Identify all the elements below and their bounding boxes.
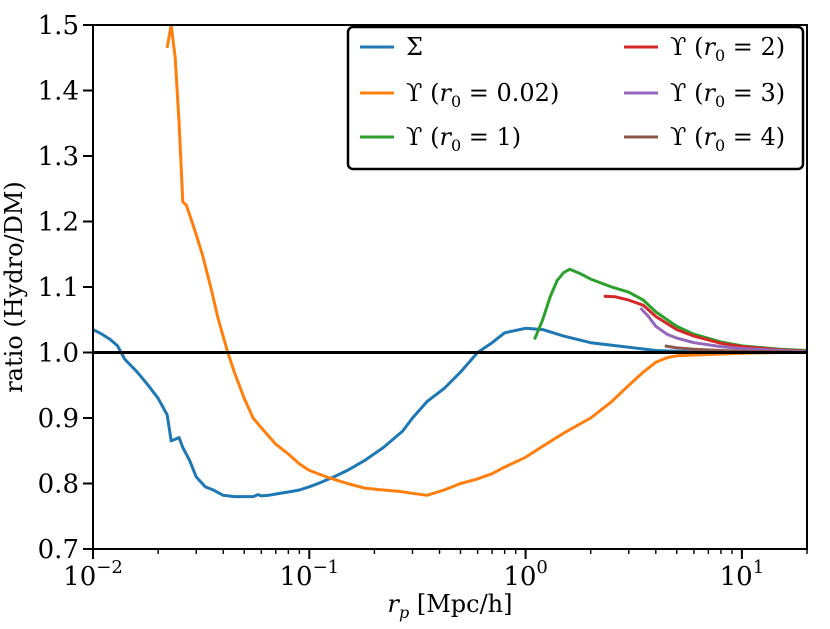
x-tick-label: 100 — [503, 557, 548, 592]
y-axis-label: ratio (Hydro/DM) — [0, 181, 28, 393]
series-line-3 — [603, 294, 807, 353]
series-line-1 — [165, 25, 807, 497]
y-tick-label: 0.9 — [38, 404, 79, 434]
legend-label-3: ϒ (r0 = 2) — [670, 33, 785, 65]
plot-lines — [93, 25, 807, 499]
series-line-0 — [93, 326, 807, 499]
legend-box — [346, 25, 805, 171]
y-tick-label: 1.2 — [38, 208, 79, 238]
y-tick-label: 1.1 — [38, 273, 79, 303]
axis-ticks: 0.7 0.8 0.9 1.0 1.1 1.2 1.3 1.4 1.5 10−2 10−1 100 10… — [38, 11, 808, 592]
legend-label-2: ϒ (r0 = 1) — [406, 123, 521, 155]
y-tick-label: 1.0 — [38, 339, 79, 369]
legend: Σ ϒ (r0 = 0.02) ϒ (r0 = 1) ϒ (r0 = 2) ϒ (r0 … — [346, 25, 805, 171]
legend-label-5: ϒ (r0 = 4) — [670, 123, 785, 155]
y-tick-label: 1.4 — [38, 77, 79, 107]
series-line-4 — [639, 306, 807, 354]
legend-label-0: Σ — [406, 33, 423, 61]
x-tick-label: 10−2 — [63, 557, 123, 592]
x-tick-label: 10−1 — [279, 557, 339, 592]
legend-label-1: ϒ (r0 = 0.02) — [406, 79, 559, 111]
legend-label-4: ϒ (r0 = 3) — [670, 79, 785, 111]
y-tick-label: 1.5 — [38, 11, 79, 41]
y-tick-label: 0.7 — [38, 535, 79, 565]
y-tick-label: 0.8 — [38, 470, 79, 500]
x-tick-label: 101 — [720, 557, 765, 592]
y-tick-label: 1.3 — [38, 142, 79, 172]
x-axis-label: rp [Mpc/h] — [387, 590, 512, 622]
